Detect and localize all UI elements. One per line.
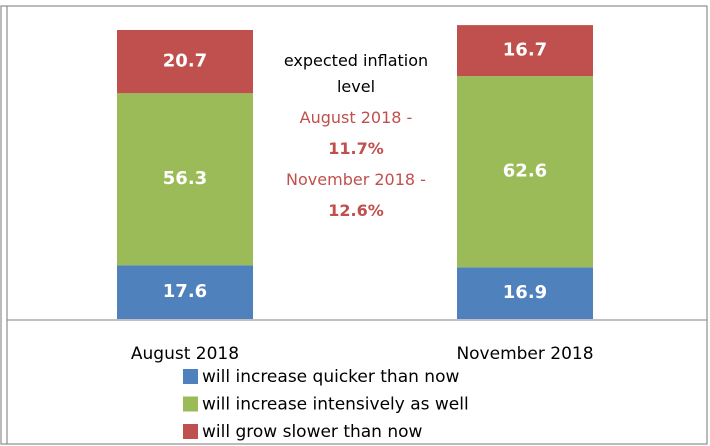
data-label: 56.3 [163, 168, 207, 189]
data-label: 16.7 [503, 40, 547, 61]
annotation-line: November 2018 - [286, 170, 426, 189]
bar-segment [117, 265, 253, 319]
data-label: 20.7 [163, 51, 207, 72]
legend-label: will increase intensively as well [202, 395, 469, 415]
x-tick-label: August 2018 [131, 344, 239, 364]
frame [0, 5, 708, 445]
annotation-line: expected inflation level [283, 51, 429, 96]
bar-segment [457, 267, 593, 319]
annotation: expected inflation level August 2018 - 11.… [262, 48, 450, 226]
x-tick-label: November 2018 [456, 344, 593, 364]
legend-label: will increase quicker than now [202, 367, 459, 387]
legend-swatch [183, 396, 198, 412]
annotation-line: August 2018 - [299, 108, 413, 127]
annotation-line: 12.6% [328, 201, 384, 220]
bar-segment [117, 29, 253, 94]
data-label: 62.6 [503, 161, 547, 182]
bar-segment [457, 25, 593, 77]
bar-segment [457, 76, 593, 268]
legend-swatch [183, 369, 198, 384]
data-label: 17.6 [163, 281, 207, 302]
data-label: 16.9 [503, 282, 547, 303]
bar-segment [117, 93, 253, 266]
annotation-line: 11.7% [328, 139, 384, 158]
legend-label: will grow slower than now [202, 422, 423, 442]
legend-swatch [183, 424, 198, 439]
